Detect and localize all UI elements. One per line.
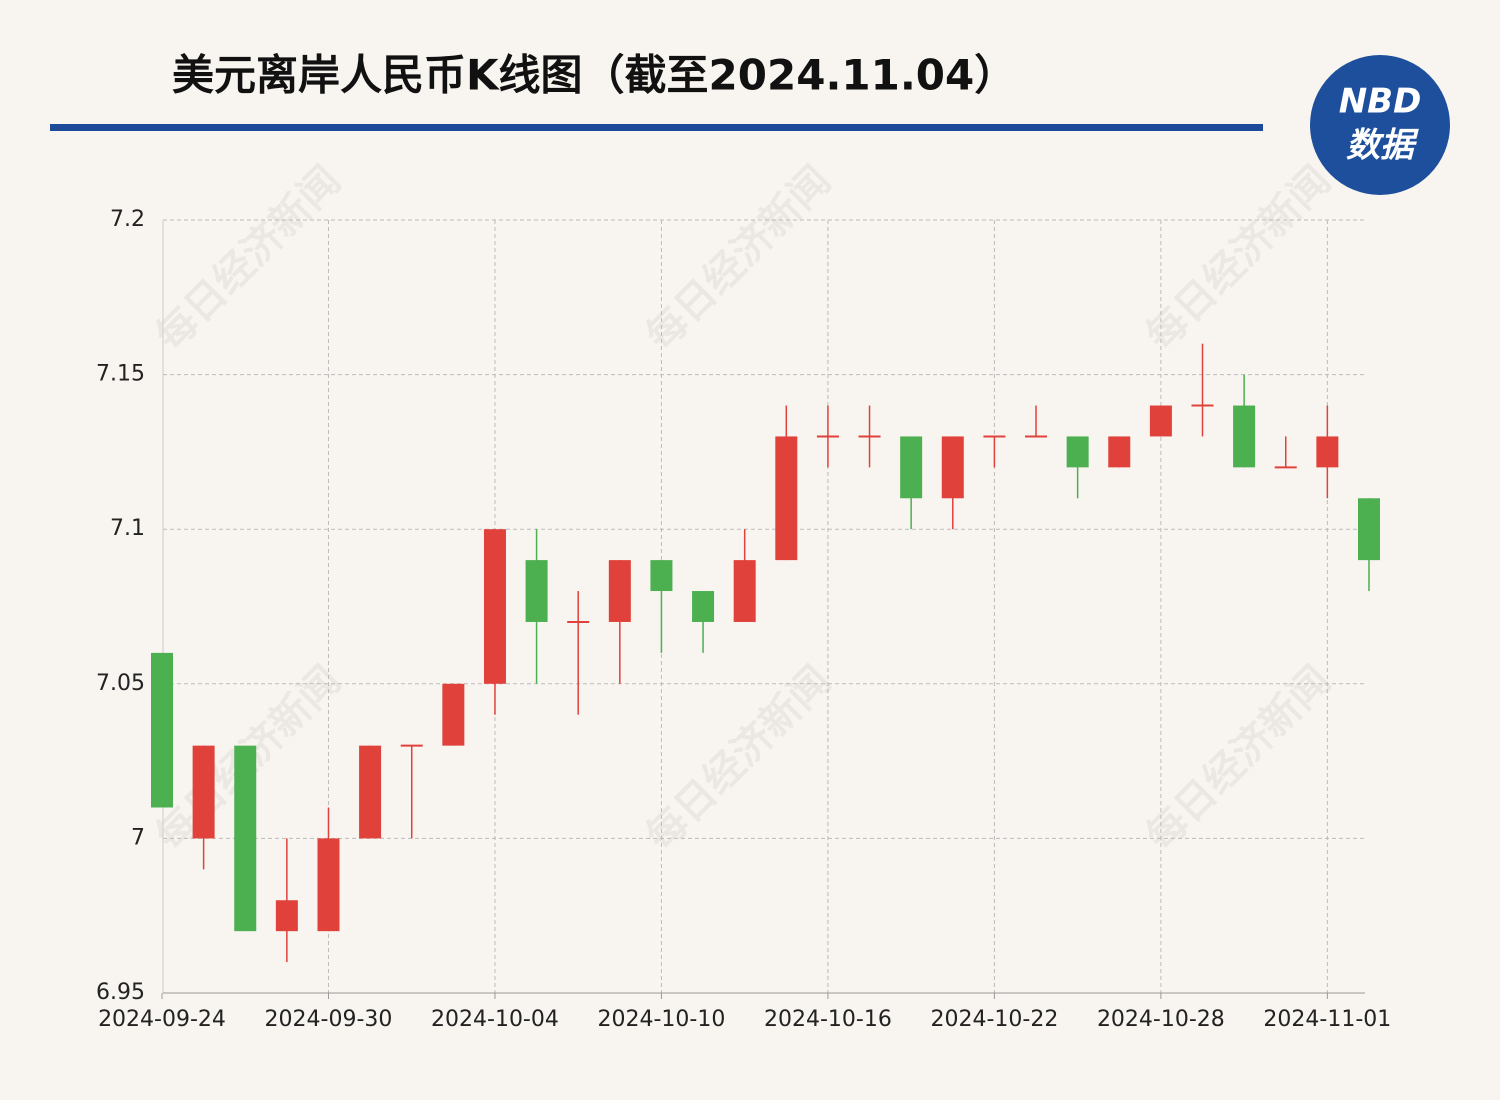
candle-body — [1108, 436, 1131, 468]
candle-body — [192, 745, 215, 839]
candle-body — [692, 591, 715, 622]
x-tick-label: 2024-09-30 — [265, 1007, 393, 1032]
candle-body — [900, 436, 923, 499]
candle-body — [1357, 498, 1380, 561]
x-tick-label: 2024-10-16 — [764, 1007, 892, 1032]
candle-body — [359, 745, 382, 839]
title-rule — [50, 124, 1263, 131]
logo-text: 数据 — [1346, 126, 1419, 166]
x-tick-label: 2024-10-10 — [598, 1007, 726, 1032]
y-tick-label: 7.05 — [96, 671, 145, 696]
y-tick-label: 7.15 — [96, 362, 145, 387]
x-tick-label: 2024-10-28 — [1097, 1007, 1225, 1032]
logo-text: NBD — [1339, 82, 1422, 122]
y-tick-label: 7.2 — [110, 207, 145, 232]
y-tick-label: 7.1 — [110, 516, 145, 541]
candle-body — [525, 560, 548, 622]
candle-body — [1233, 405, 1256, 468]
candle-body — [151, 652, 173, 808]
logo — [1310, 55, 1450, 195]
y-tick-label: 6.95 — [96, 980, 145, 1005]
chart-title: 美元离岸人民币K线图（截至2024.11.04） — [172, 51, 1016, 100]
candle-body — [733, 560, 756, 622]
candle-body — [275, 900, 298, 932]
x-tick-label: 2024-09-24 — [98, 1007, 226, 1032]
candle-body — [1149, 405, 1172, 437]
x-tick-label: 2024-10-22 — [930, 1007, 1058, 1032]
candle-body — [775, 436, 798, 561]
candle-body — [483, 529, 506, 684]
candle-body — [1066, 436, 1089, 468]
candle-body — [941, 436, 964, 499]
candle-body — [442, 683, 465, 746]
candle-body — [1316, 436, 1339, 468]
candle-body — [650, 560, 673, 592]
candle-body — [608, 560, 631, 622]
x-tick-label: 2024-11-01 — [1263, 1007, 1391, 1032]
candle-body — [234, 745, 257, 932]
x-tick-label: 2024-10-04 — [431, 1007, 559, 1032]
candle-body — [317, 838, 340, 932]
y-tick-label: 7 — [131, 825, 145, 850]
